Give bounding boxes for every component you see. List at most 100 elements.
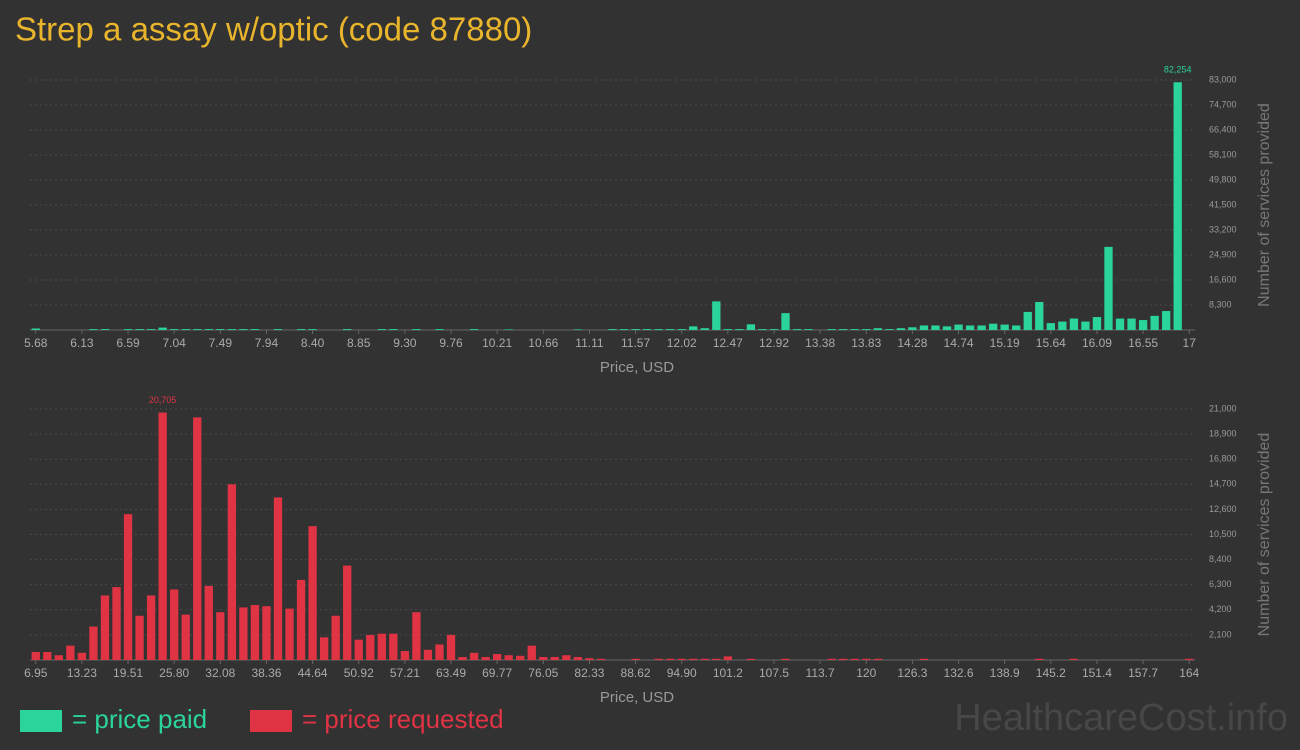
y-tick-label: 58,100 (1209, 149, 1237, 159)
bar (308, 329, 317, 330)
x-tick-label: 120 (856, 666, 876, 680)
y-tick-label: 49,800 (1209, 174, 1237, 184)
bar (1115, 318, 1125, 330)
bar (412, 329, 421, 330)
x-tick-label: 15.19 (990, 336, 1020, 350)
bar (573, 657, 583, 660)
x-tick-label: 44.64 (298, 666, 328, 680)
bar (135, 615, 144, 660)
bar (954, 324, 963, 330)
bar (527, 645, 536, 660)
bar (1069, 658, 1079, 660)
y-tick-label: 24,900 (1209, 249, 1237, 259)
bar (919, 325, 929, 330)
bar (250, 605, 260, 660)
legend-label: = price requested (302, 704, 504, 734)
x-tick-label: 9.30 (393, 336, 417, 350)
bar (1173, 82, 1182, 331)
data-label: 82,254 (1164, 65, 1192, 75)
bar (862, 658, 871, 660)
bar (319, 637, 329, 660)
bar (100, 329, 110, 330)
x-axis-title: Price, USD (600, 689, 674, 706)
bar (746, 324, 756, 330)
bar (181, 329, 190, 330)
bar (377, 633, 386, 660)
bar (689, 658, 698, 660)
x-tick-label: 5.68 (24, 336, 48, 350)
bar (262, 606, 271, 660)
bar (827, 658, 836, 660)
bar (677, 658, 686, 660)
bar (1162, 311, 1171, 330)
y-axis-title: Number of services provided (1256, 103, 1273, 307)
bar (1046, 323, 1055, 330)
bar (273, 497, 283, 660)
bar (423, 649, 433, 660)
y-tick-label: 6,300 (1209, 579, 1232, 589)
bar (158, 327, 167, 330)
bar (850, 329, 859, 330)
bar (539, 657, 548, 660)
bar (596, 658, 606, 660)
bar (562, 655, 571, 660)
bar (170, 329, 179, 330)
x-tick-label: 13.38 (805, 336, 835, 350)
x-tick-label: 11.57 (621, 336, 650, 350)
bar (296, 329, 306, 330)
bar (204, 329, 213, 330)
x-tick-label: 11.11 (575, 336, 604, 350)
y-tick-label: 18,900 (1209, 428, 1237, 438)
bar (1035, 658, 1044, 660)
bar (631, 658, 640, 660)
x-tick-label: 12.92 (759, 336, 789, 350)
bar (712, 658, 721, 660)
bar (769, 329, 779, 330)
bar (377, 329, 386, 330)
bar (700, 658, 709, 660)
bar (135, 329, 144, 330)
bar (977, 325, 986, 330)
bar (331, 615, 340, 660)
x-tick-label: 13.23 (67, 666, 97, 680)
bar (435, 329, 444, 330)
bar (908, 327, 917, 330)
bar (204, 585, 213, 660)
x-tick-label: 57.21 (390, 666, 420, 680)
y-tick-label: 16,600 (1209, 274, 1237, 284)
bar (642, 329, 652, 330)
bar (308, 526, 317, 660)
bar (273, 329, 283, 330)
y-tick-label: 21,000 (1209, 403, 1237, 413)
x-tick-label: 132.6 (944, 666, 974, 680)
x-tick-label: 10.21 (482, 336, 512, 350)
bar (77, 652, 87, 660)
x-tick-label: 50.92 (344, 666, 374, 680)
bar (804, 329, 813, 330)
bar (366, 634, 375, 660)
x-tick-label: 6.59 (116, 336, 140, 350)
bar (988, 323, 998, 330)
y-tick-label: 8,300 (1209, 299, 1232, 309)
bar (873, 328, 882, 330)
bar (654, 658, 663, 660)
bar (746, 658, 756, 660)
x-tick-label: 126.3 (897, 666, 927, 680)
bar (54, 655, 63, 660)
bar (827, 329, 836, 330)
bar (619, 329, 629, 330)
bar (758, 329, 767, 330)
y-tick-label: 4,200 (1209, 604, 1232, 614)
bar (723, 329, 732, 330)
bar (1185, 658, 1194, 660)
x-tick-label: 138.9 (990, 666, 1020, 680)
bar (400, 651, 410, 660)
bar (216, 612, 225, 660)
legend-swatch (20, 710, 62, 732)
bar (43, 651, 52, 660)
x-tick-label: 101.2 (713, 666, 743, 680)
x-tick-label: 12.02 (667, 336, 697, 350)
bar (712, 301, 721, 330)
x-tick-label: 14.74 (944, 336, 974, 350)
x-tick-label: 94.90 (667, 666, 697, 680)
